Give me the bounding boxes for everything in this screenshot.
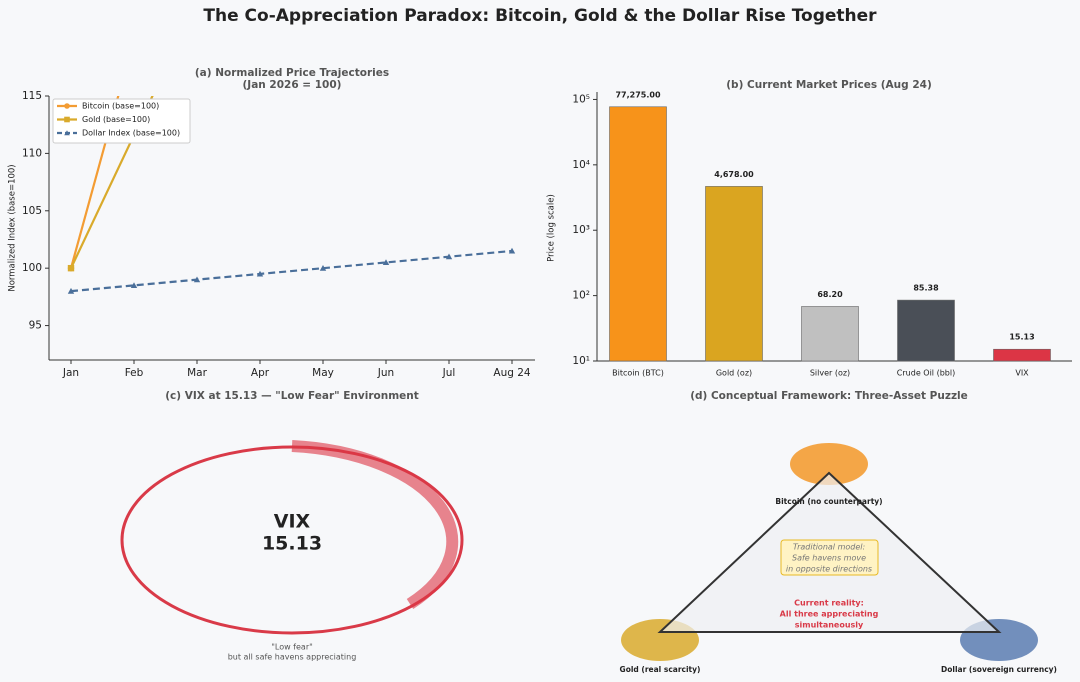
x-tick-label: Apr (251, 367, 270, 379)
value-label: 77,275.00 (615, 90, 660, 99)
bar (897, 299, 955, 362)
series-line (69, 96, 120, 269)
series-line (70, 249, 513, 293)
panel-title: (c) VIX at 15.13 — "Low Fear" Environmen… (165, 390, 419, 402)
plot-area (67, 0, 516, 294)
value-label: 4,678.00 (714, 170, 754, 179)
marker (193, 276, 201, 283)
node-label: Gold (real scarcity) (620, 665, 701, 674)
marker (445, 253, 453, 260)
marker (130, 282, 138, 288)
caption: but all safe havens appreciating (228, 653, 357, 662)
y-axis-label: Normalized Index (base=100) (8, 164, 18, 291)
note-text: Safe havens move (792, 554, 866, 563)
y-tick-label: 100 (22, 262, 42, 274)
y-tick-label: 115 (22, 90, 42, 102)
reality-text: simultaneously (795, 621, 864, 630)
x-tick-label: Bitcoin (BTC) (612, 369, 664, 378)
marker (194, 0, 200, 5)
node-label: Dollar (sovereign currency) (941, 665, 1057, 674)
panel-title: (a) Normalized Price Trajectories (195, 67, 389, 79)
y-tick-label: 10² (572, 290, 590, 302)
marker (256, 270, 264, 277)
y-tick-label: 10¹ (572, 355, 590, 367)
legend-label: Dollar Index (base=100) (82, 129, 180, 138)
x-tick-label: Silver (oz) (810, 369, 850, 378)
x-tick-label: Gold (oz) (716, 369, 752, 378)
x-tick-label: Crude Oil (bbl) (897, 369, 955, 378)
marker (67, 264, 75, 272)
x-tick-label: Mar (187, 367, 207, 379)
node-circle (790, 443, 868, 485)
marker (67, 287, 75, 294)
node-label: Bitcoin (no counterparty) (775, 497, 882, 506)
note-text: in opposite directions (786, 565, 872, 574)
value-label: 15.13 (1009, 333, 1034, 342)
y-tick-label: 10⁴ (572, 159, 590, 171)
panel-subtitle: (Jan 2026 = 100) (243, 79, 342, 91)
bar (705, 186, 763, 362)
marker (131, 35, 137, 41)
x-tick-label: Aug 24 (493, 367, 531, 379)
x-tick-label: Feb (125, 367, 144, 379)
value-label: 85.38 (913, 284, 939, 293)
figure-title: The Co-Appreciation Paradox: Bitcoin, Go… (203, 6, 877, 26)
marker (64, 116, 70, 123)
bar (993, 348, 1051, 362)
reality-text: All three appreciating (780, 610, 879, 619)
marker (382, 259, 390, 265)
y-tick-label: 95 (29, 320, 42, 332)
y-axis-label: Price (log scale) (547, 194, 557, 262)
panel-title: (d) Conceptual Framework: Three-Asset Pu… (690, 390, 968, 402)
x-tick-label: Jul (442, 367, 456, 379)
y-tick-label: 10³ (572, 224, 590, 236)
reality-text: Current reality: (794, 599, 864, 608)
note-box (780, 539, 879, 576)
y-tick-label: 10⁵ (572, 93, 590, 105)
marker (64, 130, 70, 136)
legend-box (52, 98, 191, 144)
marker (64, 103, 70, 109)
legend-label: Gold (base=100) (82, 115, 150, 124)
bar (609, 106, 667, 362)
x-tick-label: May (312, 367, 334, 379)
bar (801, 306, 859, 362)
gauge-label: VIX (274, 511, 311, 533)
x-tick-label: Jun (377, 367, 394, 379)
x-tick-label: VIX (1015, 369, 1029, 378)
value-label: 68.20 (817, 290, 843, 299)
gauge-value: 15.13 (262, 533, 322, 555)
marker (508, 247, 516, 254)
note-text: Traditional model: (793, 543, 866, 552)
marker (319, 264, 327, 271)
legend-label: Bitcoin (base=100) (82, 102, 159, 111)
y-tick-label: 105 (22, 205, 42, 217)
panel-title: (b) Current Market Prices (Aug 24) (726, 79, 932, 91)
y-tick-label: 110 (22, 147, 42, 159)
gauge-arc (291, 440, 459, 610)
x-tick-label: Jan (62, 367, 79, 379)
caption: "Low fear" (271, 643, 313, 652)
